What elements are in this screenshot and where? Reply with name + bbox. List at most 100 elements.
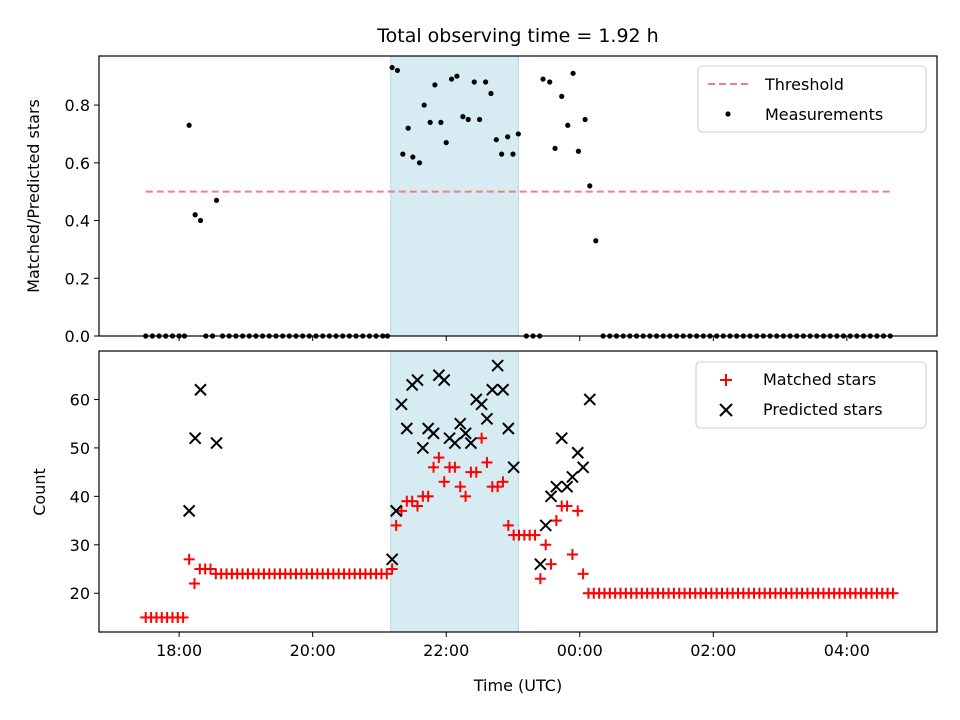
bottom-y-axis-label: Count (30, 468, 49, 516)
predicted-star-point (491, 359, 504, 372)
predicted-star-point (560, 480, 574, 493)
predicted-star-point (496, 383, 510, 396)
measurement-point (552, 145, 558, 151)
predicted-star-point (182, 504, 196, 518)
predicted-star-point (571, 446, 584, 459)
matched-star-point (177, 611, 189, 623)
matched-star-point (422, 490, 434, 502)
predicted-star-point (427, 427, 440, 440)
top-y-tick-label: 0.0 (65, 327, 90, 346)
measurement-point (493, 137, 499, 143)
predicted-star-point (416, 441, 430, 455)
matched-star-point (540, 539, 552, 551)
predicted-star-point (400, 422, 414, 435)
matched-star-point (188, 578, 200, 590)
measurement-point (389, 64, 395, 71)
bottom-x-tick-label: 00:00 (557, 641, 603, 660)
top-y-tick-label: 0.8 (65, 96, 90, 115)
predicted-star-point (385, 553, 399, 566)
predicted-star-point (583, 393, 596, 406)
bottom-legend: Matched stars Predicted stars (695, 361, 927, 429)
predicted-star-point (534, 557, 547, 571)
measurement-point (505, 134, 511, 140)
bottom-x-tick-label: 22:00 (423, 641, 469, 660)
measurement-point (582, 116, 588, 123)
top-shaded-interval (390, 55, 519, 337)
top-panel: 0.00.20.40.60.8 Matched/Predicted stars … (24, 55, 938, 346)
measurement-point (593, 238, 599, 244)
bottom-plot-frame (98, 350, 938, 633)
matched-star-point (561, 500, 573, 512)
top-y-axis-label: Matched/Predicted stars (24, 99, 43, 293)
measurement-point (488, 90, 494, 97)
matched-star-point (502, 519, 514, 531)
bottom-x-tick-label: 04:00 (824, 641, 870, 660)
matched-star-point (572, 505, 584, 517)
predicted-star-point (507, 461, 520, 474)
matched-star-point (476, 432, 488, 444)
top-legend: Threshold Measurements (697, 65, 927, 133)
bottom-legend-box (695, 361, 927, 429)
legend-predicted-swatch (719, 403, 733, 417)
matched-star-point (386, 563, 398, 575)
predicted-star-point (576, 461, 590, 474)
measurement-point (410, 154, 416, 160)
predicted-star-point (502, 422, 515, 435)
measurement-point (483, 79, 489, 85)
matched-star-point (887, 587, 899, 599)
matched-star-point (183, 553, 195, 565)
predicted-star-point (411, 373, 424, 387)
legend-matched-swatch (720, 374, 732, 386)
predicted-star-point (566, 470, 579, 484)
measurement-point (510, 151, 516, 157)
measurement-point (405, 125, 411, 131)
top-y-tick-label: 0.4 (65, 212, 90, 231)
measurement-point (559, 93, 565, 100)
predicted-star-point (555, 431, 568, 445)
measurement-point (460, 114, 466, 120)
predicted-star-point (464, 436, 478, 450)
measurement-point (587, 183, 593, 189)
measurement-point (540, 76, 546, 82)
predicted-star-point (459, 427, 472, 440)
measurement-point (432, 82, 438, 88)
chart-title: Total observing time = 1.92 h (376, 25, 658, 47)
matched-star-point (449, 461, 461, 473)
bottom-panel: 20 30 40 50 60 18:00 20:00 22:00 00:00 02:00 04:00… (30, 350, 938, 695)
matched-star-point (497, 476, 509, 488)
measurement-point (438, 119, 444, 125)
measurement-point (197, 217, 204, 224)
matched-star-point (577, 568, 589, 580)
matched-star-point (406, 495, 418, 507)
predicted-star-point (194, 383, 207, 396)
x-axis-label: Time (UTC) (473, 676, 562, 695)
predicted-star-point (210, 436, 223, 450)
measurement-point (400, 151, 406, 157)
predicted-star-point (438, 373, 451, 387)
measurement-point (454, 73, 460, 79)
matched-star-point (492, 481, 504, 493)
measurement-point (192, 212, 198, 218)
matched-star-point (550, 515, 562, 527)
bottom-y-tick-label: 60 (70, 390, 90, 409)
top-legend-box (697, 65, 927, 133)
measurement-point (443, 139, 449, 146)
legend-predicted-label: Predicted stars (763, 400, 883, 419)
measurement-point (477, 116, 483, 123)
measurement-point (499, 151, 505, 157)
legend-threshold-label: Threshold (764, 75, 844, 94)
bottom-x-tick-label: 18:00 (156, 641, 202, 660)
measurement-point (565, 122, 571, 128)
matched-star-point (428, 461, 440, 473)
top-y-tick-label: 0.2 (65, 269, 90, 288)
bottom-x-tick-label: 20:00 (290, 641, 336, 660)
predicted-star-point (544, 490, 558, 503)
predicted-star-point (539, 519, 552, 532)
predicted-star-point (448, 436, 462, 450)
matched-star-point (395, 505, 407, 517)
matched-star-point (438, 476, 450, 488)
measurement-point (213, 197, 220, 203)
matched-star-point (460, 490, 472, 502)
measurement-point (186, 122, 192, 128)
predicted-star-point (480, 412, 494, 426)
